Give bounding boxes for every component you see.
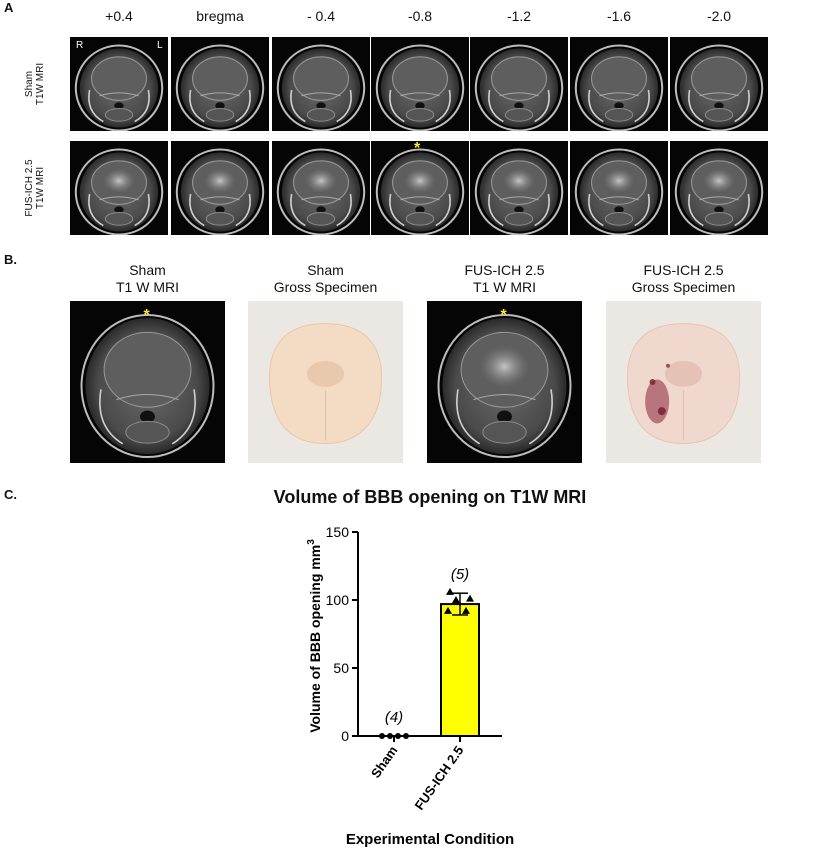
data-points [379, 587, 474, 739]
y-tick-label: 100 [326, 592, 350, 608]
panel-b-caption: Sham T1 W MRI [50, 262, 245, 296]
data-point [387, 733, 393, 739]
mri-slice-image [272, 141, 370, 235]
y-axis-label-superscript: 3 [306, 539, 317, 545]
row-label: Sham T1W MRI [24, 44, 46, 124]
mri-slice-image [171, 141, 269, 235]
slice-position-label: -1.2 [506, 8, 532, 24]
mri-slice-image [670, 141, 768, 235]
gross-specimen-photo [606, 301, 761, 463]
slice-position-label: -2.0 [706, 8, 732, 24]
mri-slice-image [171, 37, 269, 131]
mri-slice-image [570, 37, 668, 131]
bars: (4) (5) [385, 566, 480, 737]
mri-slice-image [570, 141, 668, 235]
data-point [395, 733, 401, 739]
y-tick-label: 150 [326, 524, 350, 540]
row-label-line1: FUS-ICH 2.5 [24, 159, 35, 217]
y-axis: 0 50 100 150 [326, 524, 359, 744]
data-point [444, 606, 452, 614]
slice-position-label: bregma [196, 8, 244, 24]
slice-position-label: +0.4 [105, 8, 133, 24]
y-tick-label: 50 [333, 660, 349, 676]
panel-b-caption: FUS-ICH 2.5 Gross Specimen [586, 262, 781, 296]
data-point [403, 733, 409, 739]
data-point [452, 596, 460, 603]
row-label-line1: Sham [24, 70, 35, 98]
row-label-line2: T1W MRI [35, 166, 46, 210]
y-axis-label-text: Volume of BBB opening mm [307, 545, 323, 733]
caption-line2: T1 W MRI [116, 279, 179, 295]
caption-line1: Sham [129, 262, 166, 278]
panel-b-caption: Sham Gross Specimen [228, 262, 423, 296]
bar [440, 603, 480, 737]
caption-line1: FUS-ICH 2.5 [643, 262, 724, 278]
gross-specimen-photo [248, 301, 403, 463]
caption-line2: Gross Specimen [273, 279, 378, 295]
caption-line2: Gross Specimen [631, 279, 736, 295]
orientation-right-label: R [76, 40, 84, 51]
mri-slice-image [470, 37, 568, 131]
mri-slice-image [470, 141, 568, 235]
caption-line1: Sham [307, 262, 344, 278]
mri-coronal-image [70, 301, 225, 463]
chart-title: Volume of BBB opening on T1W MRI [273, 487, 587, 507]
focus-site-marker: * [414, 140, 421, 157]
panel-c-label: C. [4, 487, 17, 502]
row-label-line2: T1W MRI [35, 62, 46, 106]
caption-line1: FUS-ICH 2.5 [464, 262, 545, 278]
slice-position-label: -1.6 [606, 8, 632, 24]
x-tick-label: Sham [368, 743, 401, 781]
mri-slice-image [670, 37, 768, 131]
y-axis-label: Volume of BBB opening mm3 [306, 539, 323, 733]
x-tick-label: FUS-ICH 2.5 [411, 743, 466, 813]
caption-line2: T1 W MRI [473, 279, 536, 295]
x-axis-label: Experimental Condition [346, 831, 514, 848]
y-tick-label: 0 [341, 728, 349, 744]
sample-size-label: (5) [451, 566, 469, 583]
row-label: FUS-ICH 2.5 T1W MRI [24, 148, 46, 228]
mri-coronal-image [427, 301, 582, 463]
panel-b-caption: FUS-ICH 2.5 T1 W MRI [407, 262, 602, 296]
mri-slice-image [272, 37, 370, 131]
data-point [446, 587, 454, 595]
slice-position-label: -0.8 [407, 8, 433, 24]
data-point [379, 733, 385, 739]
panel-b-label: B. [4, 252, 17, 267]
mri-slice-image [371, 37, 469, 131]
focus-site-marker: * [500, 307, 507, 324]
mri-slice-image [70, 37, 168, 131]
slice-position-label: - 0.4 [306, 8, 335, 24]
mri-slice-image [70, 141, 168, 235]
sample-size-label: (4) [385, 709, 403, 726]
x-axis: Sham FUS-ICH 2.5 [358, 735, 502, 813]
orientation-left-label: L [157, 40, 163, 51]
bar-chart: 0 50 100 150 Sham FUS-ICH 2.5 (4) (5) Volume … [306, 524, 514, 848]
focus-site-marker: * [143, 307, 150, 324]
data-point [462, 606, 470, 614]
data-point [466, 594, 474, 602]
mri-slice-image [371, 141, 469, 235]
panel-a-label: A [4, 0, 14, 15]
